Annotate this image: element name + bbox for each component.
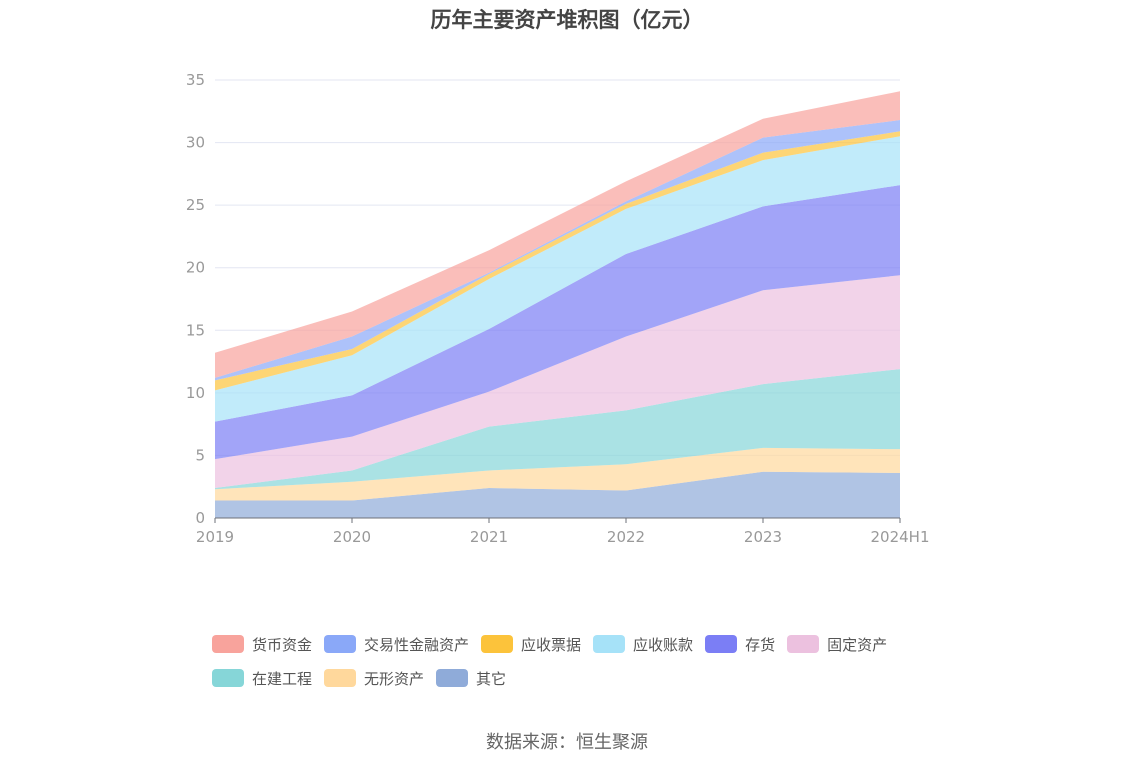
area-series-4[interactable] [215, 185, 900, 460]
legend-label: 应收账款 [633, 635, 694, 654]
y-tick-label: 30 [186, 134, 205, 152]
legend-swatch [324, 669, 357, 687]
legend-item[interactable]: 无形资产 [324, 666, 424, 690]
area-series [215, 91, 900, 518]
legend-swatch [787, 635, 820, 653]
y-tick-label: 25 [186, 196, 205, 214]
y-tick-label: 15 [186, 321, 205, 339]
x-tick-label: 2024H1 [871, 528, 930, 546]
legend-label: 交易性金融资产 [364, 635, 470, 654]
legend-label: 无形资产 [364, 669, 425, 688]
legend-item[interactable]: 固定资产 [787, 632, 887, 656]
legend-swatch [481, 635, 514, 653]
legend-label: 在建工程 [252, 669, 313, 688]
x-tick-label: 2020 [333, 528, 371, 546]
y-tick-label: 10 [186, 384, 205, 402]
x-tick-label: 2021 [470, 528, 508, 546]
x-tick-label: 2019 [196, 528, 234, 546]
axes: 0 5 10 15 20 25 30 35 2019 2020 2021 2022 2023 2024H1 [186, 71, 930, 546]
legend-item[interactable]: 在建工程 [212, 666, 312, 690]
x-tick-label: 2022 [607, 528, 645, 546]
area-series-3[interactable] [215, 275, 900, 488]
legend-label: 固定资产 [827, 635, 888, 654]
chart-title: 历年主要资产堆积图（亿元） [430, 8, 704, 32]
y-tick-label: 0 [195, 509, 205, 527]
legend-item[interactable]: 应收票据 [481, 632, 581, 656]
legend-item[interactable]: 货币资金 [212, 632, 312, 656]
legend-swatch [436, 669, 469, 687]
chart-legend: 货币资金 交易性金融资产 应收票据 应收账款 存货 固定资产在建工程 无形资产 其它 [212, 632, 942, 700]
legend-label: 应收票据 [521, 635, 582, 654]
stacked-area-chart: 0 5 10 15 20 25 30 35 2019 2020 2021 2022 2023 2024H1 [186, 71, 930, 546]
legend-swatch [324, 635, 357, 653]
legend-swatch [593, 635, 626, 653]
legend-item[interactable]: 存货 [705, 632, 775, 656]
legend-item[interactable]: 交易性金融资产 [324, 632, 469, 656]
area-series-5[interactable] [215, 136, 900, 422]
x-tick-label: 2023 [744, 528, 782, 546]
legend-swatch [212, 669, 244, 687]
area-series-8[interactable] [215, 91, 900, 378]
legend-label: 存货 [745, 635, 776, 654]
legend-item[interactable]: 应收账款 [593, 632, 693, 656]
y-tick-label: 35 [186, 71, 205, 89]
y-tick-label: 5 [195, 446, 205, 464]
y-tick-label: 20 [186, 259, 205, 277]
area-series-2[interactable] [215, 369, 900, 490]
area-series-1[interactable] [215, 447, 900, 501]
legend-item[interactable]: 其它 [436, 666, 506, 690]
area-series-0[interactable] [215, 471, 900, 518]
legend-swatch [212, 635, 244, 653]
legend-swatch [705, 635, 738, 653]
legend-label: 其它 [476, 669, 507, 688]
legend-label: 货币资金 [252, 635, 313, 654]
data-source: 数据来源：恒生聚源 [486, 732, 648, 753]
